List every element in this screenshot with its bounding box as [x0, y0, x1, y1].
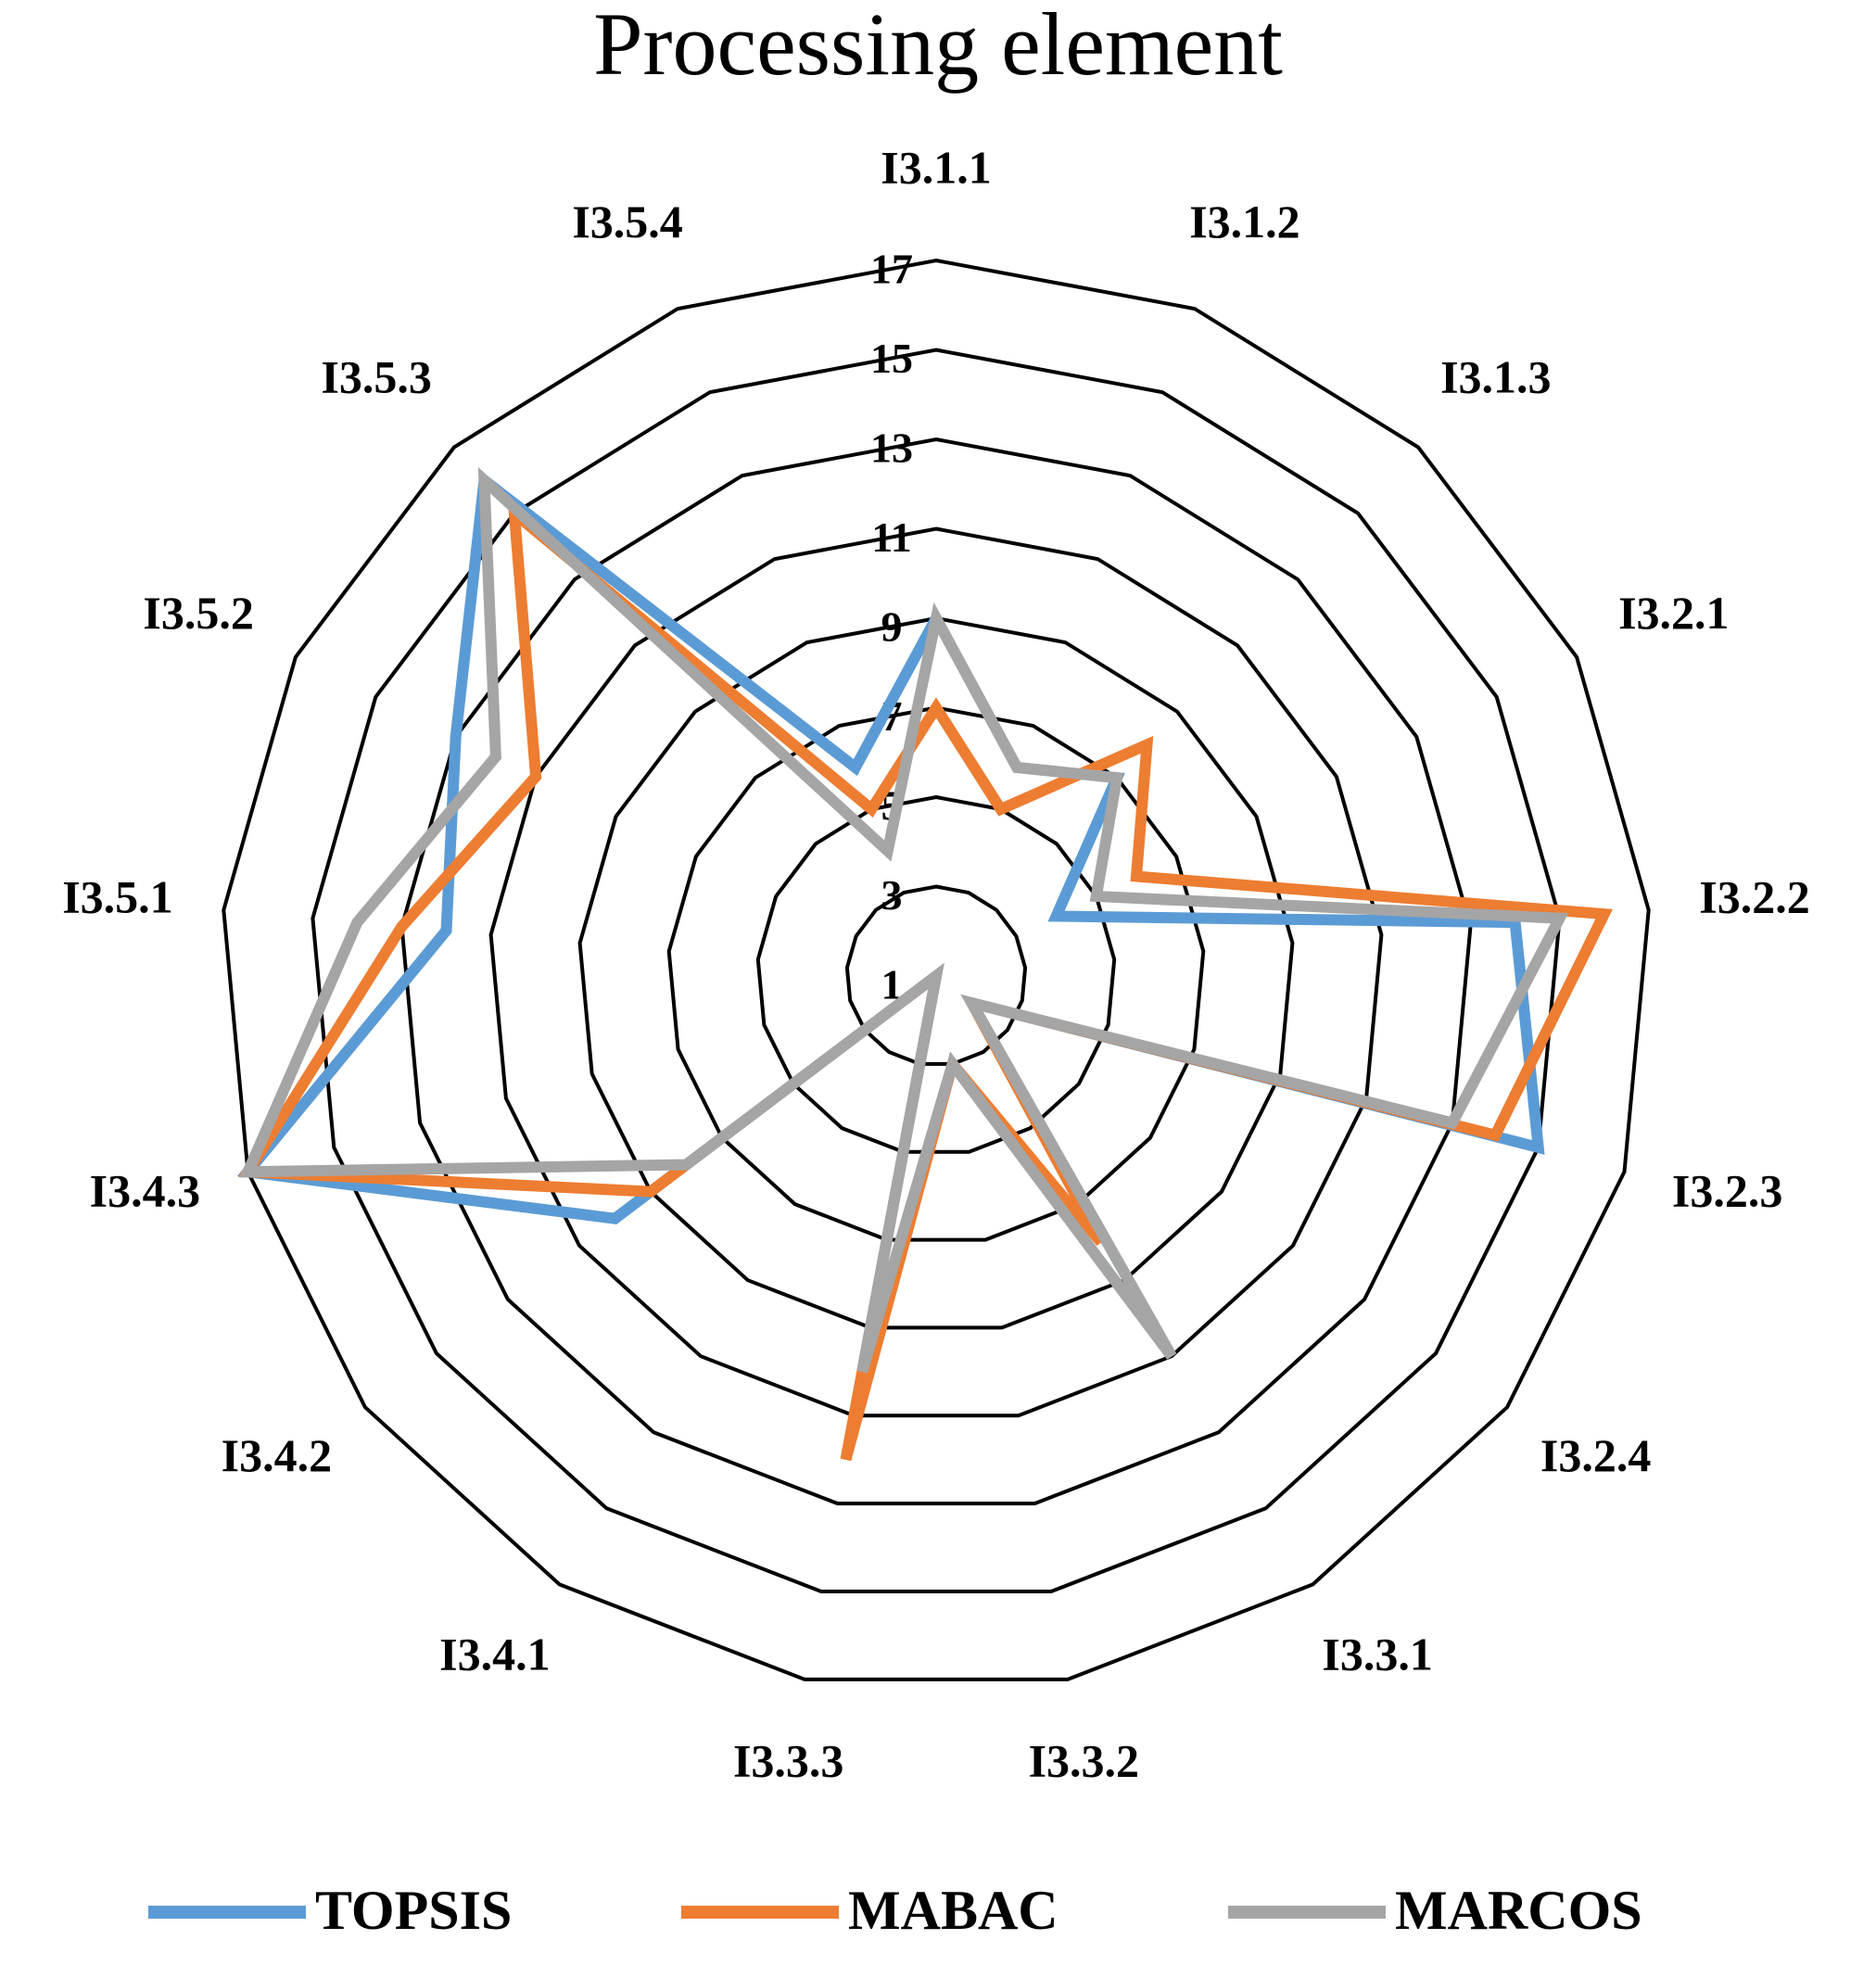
- grid-ring: [311, 348, 1562, 1593]
- category-label: I3.3.2: [1029, 1735, 1139, 1787]
- category-label: I3.4.1: [439, 1629, 550, 1680]
- chart-title: Processing element: [593, 0, 1283, 94]
- radial-tick-label: 13: [870, 425, 913, 472]
- category-label: I3.2.3: [1672, 1165, 1782, 1217]
- grid-ring: [577, 615, 1295, 1330]
- category-label: I3.1.3: [1440, 351, 1551, 403]
- category-label: I3.3.3: [733, 1735, 843, 1787]
- legend-label: TOPSIS: [315, 1880, 512, 1941]
- radial-tick-label: 15: [870, 335, 913, 382]
- grid-ring: [755, 794, 1117, 1154]
- grid-ring: [222, 258, 1651, 1681]
- grid-ring: [666, 705, 1206, 1242]
- radial-tick-label: 11: [871, 513, 911, 561]
- category-label: I3.5.2: [143, 587, 253, 639]
- radial-tick-label: 1: [881, 961, 903, 1008]
- radial-tick-label: 9: [881, 603, 903, 651]
- radial-tick-label: 17: [870, 246, 913, 293]
- grid-ring: [844, 884, 1028, 1066]
- category-label: I3.4.3: [90, 1165, 200, 1217]
- category-label: I3.5.4: [572, 196, 682, 247]
- category-label: I3.5.1: [62, 870, 172, 922]
- grid-ring: [399, 437, 1473, 1506]
- category-label: I3.2.2: [1699, 870, 1809, 922]
- grid-ring: [488, 526, 1384, 1418]
- category-label: I3.4.2: [222, 1429, 332, 1481]
- radial-tick-label: 3: [881, 871, 903, 919]
- legend-label: MABAC: [848, 1880, 1058, 1941]
- category-label: I3.1.1: [881, 141, 991, 193]
- category-label: I3.2.1: [1618, 587, 1729, 639]
- legend-label: MARCOS: [1395, 1880, 1642, 1941]
- series-line: [239, 466, 1569, 1374]
- category-label: I3.5.3: [321, 351, 431, 403]
- category-label: I3.1.2: [1189, 196, 1299, 247]
- category-label: I3.3.1: [1322, 1629, 1432, 1680]
- category-label: I3.2.4: [1540, 1429, 1651, 1481]
